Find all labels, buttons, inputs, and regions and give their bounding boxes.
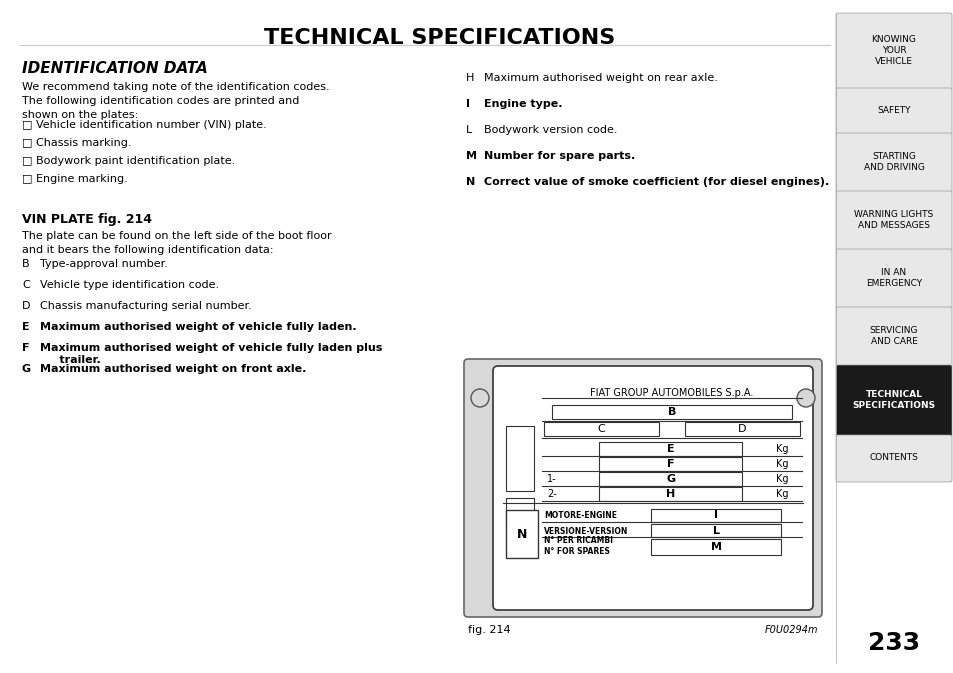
Text: TECHNICAL SPECIFICATIONS: TECHNICAL SPECIFICATIONS	[264, 28, 615, 48]
Text: IDENTIFICATION DATA: IDENTIFICATION DATA	[22, 61, 208, 76]
FancyBboxPatch shape	[835, 365, 951, 437]
Text: IN AN
EMERGENCY: IN AN EMERGENCY	[865, 268, 922, 288]
Text: Maximum authorised weight of vehicle fully laden.: Maximum authorised weight of vehicle ful…	[40, 322, 356, 332]
Text: N° PER RICAMBI
N° FOR SPARES: N° PER RICAMBI N° FOR SPARES	[543, 536, 613, 556]
Circle shape	[796, 389, 814, 407]
Text: MOTORE-ENGINE: MOTORE-ENGINE	[543, 511, 617, 520]
Text: N: N	[465, 177, 475, 187]
Text: VIN PLATE fig. 214: VIN PLATE fig. 214	[22, 213, 152, 226]
Text: Maximum authorised weight on rear axle.: Maximum authorised weight on rear axle.	[483, 73, 717, 83]
Text: FIAT GROUP AUTOMOBILES S.p.A.: FIAT GROUP AUTOMOBILES S.p.A.	[590, 388, 753, 398]
Bar	[543, 422, 659, 436]
FancyBboxPatch shape	[835, 435, 951, 482]
Text: H: H	[465, 73, 474, 83]
Text: 233: 233	[867, 631, 919, 655]
Text: □ Bodywork paint identification plate.: □ Bodywork paint identification plate.	[22, 156, 235, 166]
Text: □ Vehicle identification number (VIN) plate.: □ Vehicle identification number (VIN) pl…	[22, 120, 267, 130]
Text: STARTING
AND DRIVING: STARTING AND DRIVING	[862, 152, 923, 172]
Bar	[505, 498, 534, 526]
Text: 2-: 2-	[546, 489, 557, 499]
Bar	[651, 509, 781, 522]
Text: Kg: Kg	[775, 474, 787, 484]
Text: M: M	[710, 542, 720, 552]
Text: Chassis manufacturing serial number.: Chassis manufacturing serial number.	[40, 301, 252, 311]
Text: Number for spare parts.: Number for spare parts.	[483, 151, 635, 161]
Text: E: E	[666, 444, 674, 454]
Text: Bodywork version code.: Bodywork version code.	[483, 125, 617, 135]
Text: The plate can be found on the left side of the boot floor
and it bears the follo: The plate can be found on the left side …	[22, 231, 332, 255]
FancyBboxPatch shape	[463, 359, 821, 617]
Bar	[684, 422, 800, 436]
Bar	[651, 524, 781, 537]
Text: Correct value of smoke coefficient (for diesel engines).: Correct value of smoke coefficient (for …	[483, 177, 828, 187]
Text: H: H	[665, 489, 675, 499]
FancyBboxPatch shape	[835, 13, 951, 90]
Text: SAFETY: SAFETY	[877, 106, 910, 115]
FancyBboxPatch shape	[835, 307, 951, 367]
Bar	[598, 457, 741, 471]
Text: Kg: Kg	[775, 459, 787, 469]
Text: WARNING LIGHTS
AND MESSAGES: WARNING LIGHTS AND MESSAGES	[854, 210, 933, 230]
Text: Kg: Kg	[775, 444, 787, 454]
Text: F: F	[666, 459, 674, 469]
FancyBboxPatch shape	[835, 249, 951, 309]
Bar	[505, 510, 537, 558]
Bar	[505, 426, 534, 491]
Text: CONTENTS: CONTENTS	[868, 453, 918, 462]
Text: I: I	[465, 99, 470, 109]
Text: D: D	[22, 301, 30, 311]
Text: G: G	[22, 364, 31, 374]
Text: 1-: 1-	[546, 474, 556, 484]
Text: Kg: Kg	[775, 489, 787, 499]
Text: Maximum authorised weight on front axle.: Maximum authorised weight on front axle.	[40, 364, 306, 374]
Text: M: M	[465, 151, 476, 161]
Text: F0U0294m: F0U0294m	[763, 625, 817, 635]
Text: SERVICING
AND CARE: SERVICING AND CARE	[869, 326, 918, 346]
Text: fig. 214: fig. 214	[468, 625, 510, 635]
Bar	[598, 472, 741, 486]
Bar	[552, 405, 791, 419]
Text: Maximum authorised weight of vehicle fully laden plus
     trailer.: Maximum authorised weight of vehicle ful…	[40, 343, 382, 365]
Text: Engine type.: Engine type.	[483, 99, 562, 109]
FancyBboxPatch shape	[835, 88, 951, 135]
FancyBboxPatch shape	[493, 366, 812, 610]
Text: C: C	[597, 424, 604, 434]
Text: E: E	[22, 322, 30, 332]
Text: Vehicle type identification code.: Vehicle type identification code.	[40, 280, 219, 290]
Text: □ Engine marking.: □ Engine marking.	[22, 174, 128, 184]
Text: L: L	[465, 125, 472, 135]
Text: B: B	[667, 407, 676, 417]
Text: Type-approval number.: Type-approval number.	[40, 259, 168, 269]
FancyBboxPatch shape	[835, 133, 951, 193]
Circle shape	[471, 389, 489, 407]
Text: □ Chassis marking.: □ Chassis marking.	[22, 138, 132, 148]
Text: C: C	[22, 280, 30, 290]
Text: B: B	[22, 259, 30, 269]
Text: I: I	[714, 511, 718, 520]
Text: F: F	[22, 343, 30, 353]
Text: L: L	[712, 526, 719, 536]
Bar	[598, 442, 741, 456]
Text: KNOWING
YOUR
VEHICLE: KNOWING YOUR VEHICLE	[871, 35, 916, 66]
Text: We recommend taking note of the identification codes.
The following identificati: We recommend taking note of the identifi…	[22, 82, 330, 120]
Bar	[651, 539, 781, 555]
Text: D: D	[738, 424, 746, 434]
Text: TECHNICAL
SPECIFICATIONS: TECHNICAL SPECIFICATIONS	[852, 390, 935, 410]
Bar	[598, 487, 741, 501]
Text: N: N	[517, 528, 527, 540]
Text: VERSIONE-VERSION: VERSIONE-VERSION	[543, 526, 628, 536]
Text: G: G	[665, 474, 675, 484]
FancyBboxPatch shape	[835, 191, 951, 251]
